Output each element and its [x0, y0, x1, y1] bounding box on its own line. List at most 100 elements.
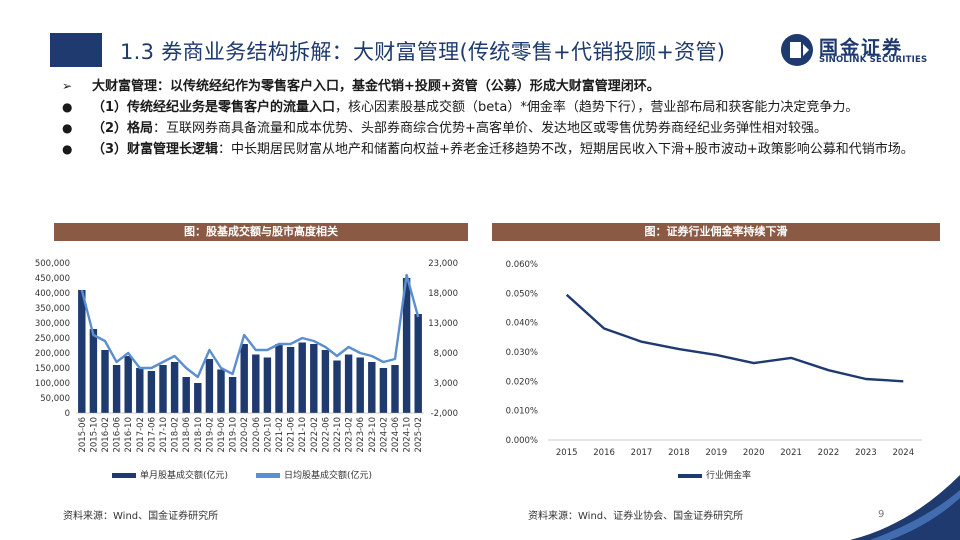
x-axis-tick-label: 2025-02 [414, 417, 424, 453]
bar [205, 359, 214, 413]
series-line [80, 273, 420, 379]
x-axis-tick-label: 2022-02 [310, 417, 320, 453]
bar [275, 344, 283, 413]
left-chart-title: 图：股基成交额与股市高度相关 [54, 223, 468, 241]
x-axis-tick-label: 2020-02 [240, 417, 250, 453]
x-axis-tick-label: 2018-06 [182, 417, 192, 453]
legend-swatch-bar [112, 473, 136, 478]
legend-label: 日均股基成交额(亿元) [284, 469, 372, 481]
x-axis-tick-label: 2016-06 [113, 417, 123, 453]
bar [182, 377, 190, 413]
bar [240, 344, 248, 413]
x-axis-tick-label: 2024-02 [379, 417, 389, 453]
legend-swatch-line [256, 473, 280, 478]
bullet-bold-text: 大财富管理：以传统经纪作为零售客户入口，基金代销+投顾+资管（公募）形成大财富管… [92, 79, 660, 94]
page-number: 9 [878, 509, 885, 520]
x-axis-tick-label: 2021-06 [287, 417, 297, 453]
bar [89, 329, 98, 413]
x-axis-tick-label: 2024-06 [391, 417, 401, 453]
bar [344, 354, 353, 413]
arrow-bullet-icon: ➢ [62, 79, 73, 93]
x-axis-tick-label: 2019-02 [205, 417, 215, 453]
bar [252, 354, 260, 413]
bar [112, 365, 121, 413]
left-axis-tick-label: 300,000 [35, 319, 70, 329]
x-axis-tick-label: 2018-02 [171, 417, 181, 453]
x-axis-tick-label: 2015 [556, 448, 578, 458]
bar [402, 278, 411, 413]
dot-bullet-icon: ● [62, 142, 73, 156]
bar [136, 368, 144, 413]
bullet-text: ，核心因素股基成交额（beta）*佣金率（趋势下行），营业部布局和获客能力决定竞… [335, 100, 859, 115]
bar [368, 362, 376, 413]
bar [286, 347, 295, 413]
y-axis-tick-label: 0.020% [506, 377, 538, 387]
legend-label: 单月股基成交额(亿元) [140, 469, 228, 481]
bar [379, 368, 388, 413]
x-axis-tick-label: 2024 [892, 448, 914, 458]
y-axis-tick-label: 0.000% [506, 436, 538, 446]
bar [228, 377, 237, 413]
x-axis-tick-label: 2017-06 [147, 417, 157, 453]
logo-text-cn: 国金证券 [819, 37, 904, 59]
left-axis-tick-label: 500,000 [35, 259, 70, 269]
dot-bullet-icon: ● [62, 121, 73, 135]
x-axis-tick-label: 2021-10 [298, 417, 308, 453]
corner-decoration [850, 475, 960, 540]
x-axis-tick-label: 2015-06 [78, 417, 88, 453]
x-axis-tick-label: 2015-10 [89, 417, 99, 453]
bar [356, 357, 364, 413]
x-axis-tick-label: 2023-06 [356, 417, 366, 453]
bar [78, 290, 86, 413]
bar [310, 344, 318, 413]
right-axis-tick-label: 8,000 [434, 349, 458, 359]
x-axis-tick-label: 2018-10 [194, 417, 204, 453]
y-axis-tick-label: 0.010% [506, 407, 538, 417]
bar [263, 357, 272, 413]
right-chart-title: 图：证券行业佣金率持续下滑 [492, 223, 940, 241]
x-axis-tick-label: 2021-02 [275, 417, 285, 453]
left-axis-tick-label: 250,000 [35, 334, 70, 344]
bullet-bold-text: （2）格局 [92, 121, 154, 136]
bar [101, 350, 109, 413]
left-axis-tick-label: 150,000 [35, 364, 70, 374]
logo-mark-icon [781, 34, 813, 66]
bar [147, 371, 156, 413]
x-axis-tick-label: 2018 [668, 448, 690, 458]
left-axis-tick-label: 50,000 [40, 394, 70, 404]
x-axis-tick-label: 2024-10 [403, 417, 413, 453]
page-title: 1.3 券商业务结构拆解：大财富管理(传统零售+代销投顾+资管) [120, 40, 726, 64]
bullet-item: ● （1）传统经纪业务是零售客户的流量入口，核心因素股基成交额（beta）*佣金… [58, 99, 938, 116]
y-axis-tick-label: 0.050% [506, 289, 538, 299]
x-axis-tick-label: 2023 [855, 448, 877, 458]
logo-text-en: SINOLINK SECURITIES [819, 55, 928, 65]
company-logo: 国金证券 SINOLINK SECURITIES [779, 30, 939, 70]
left-axis-tick-label: 100,000 [35, 379, 70, 389]
y-axis-tick-label: 0.060% [506, 260, 538, 270]
left-axis-tick-label: 350,000 [35, 304, 70, 314]
right-axis-tick-label: 3,000 [434, 379, 458, 389]
bar [391, 365, 399, 413]
left-axis-tick-label: 450,000 [35, 274, 70, 284]
x-axis-tick-label: 2019 [705, 448, 727, 458]
right-source-note: 资料来源：Wind、证券业协会、国金证券研究所 [528, 511, 744, 522]
right-axis-tick-label: -2,000 [431, 409, 458, 419]
x-axis-tick-label: 2023-10 [368, 417, 378, 453]
legend-label: 行业佣金率 [706, 469, 751, 481]
x-axis-tick-label: 2021 [780, 448, 802, 458]
left-axis-tick-label: 0 [65, 409, 70, 419]
x-axis-tick-label: 2017-10 [159, 417, 169, 453]
bullet-text: ：中长期居民财富从地产和储蓄向权益+养老金迁移趋势不改，短期居民收入下滑+股市波… [218, 142, 914, 157]
x-axis-tick-label: 2016 [593, 448, 615, 458]
x-axis-tick-label: 2020 [743, 448, 765, 458]
x-axis-tick-label: 2017-02 [136, 417, 146, 453]
legend-swatch-line [678, 474, 702, 478]
left-axis-tick-label: 400,000 [35, 289, 70, 299]
dot-bullet-icon: ● [62, 100, 73, 114]
turnover-chart: 500,000 450,000 400,000 350,000 300,000 250,0… [35, 259, 458, 481]
bar [170, 362, 179, 413]
x-axis-tick-label: 2020-10 [263, 417, 273, 453]
y-axis-tick-label: 0.040% [506, 319, 538, 329]
right-axis-tick-label: 23,000 [428, 259, 458, 269]
bar [298, 342, 306, 413]
